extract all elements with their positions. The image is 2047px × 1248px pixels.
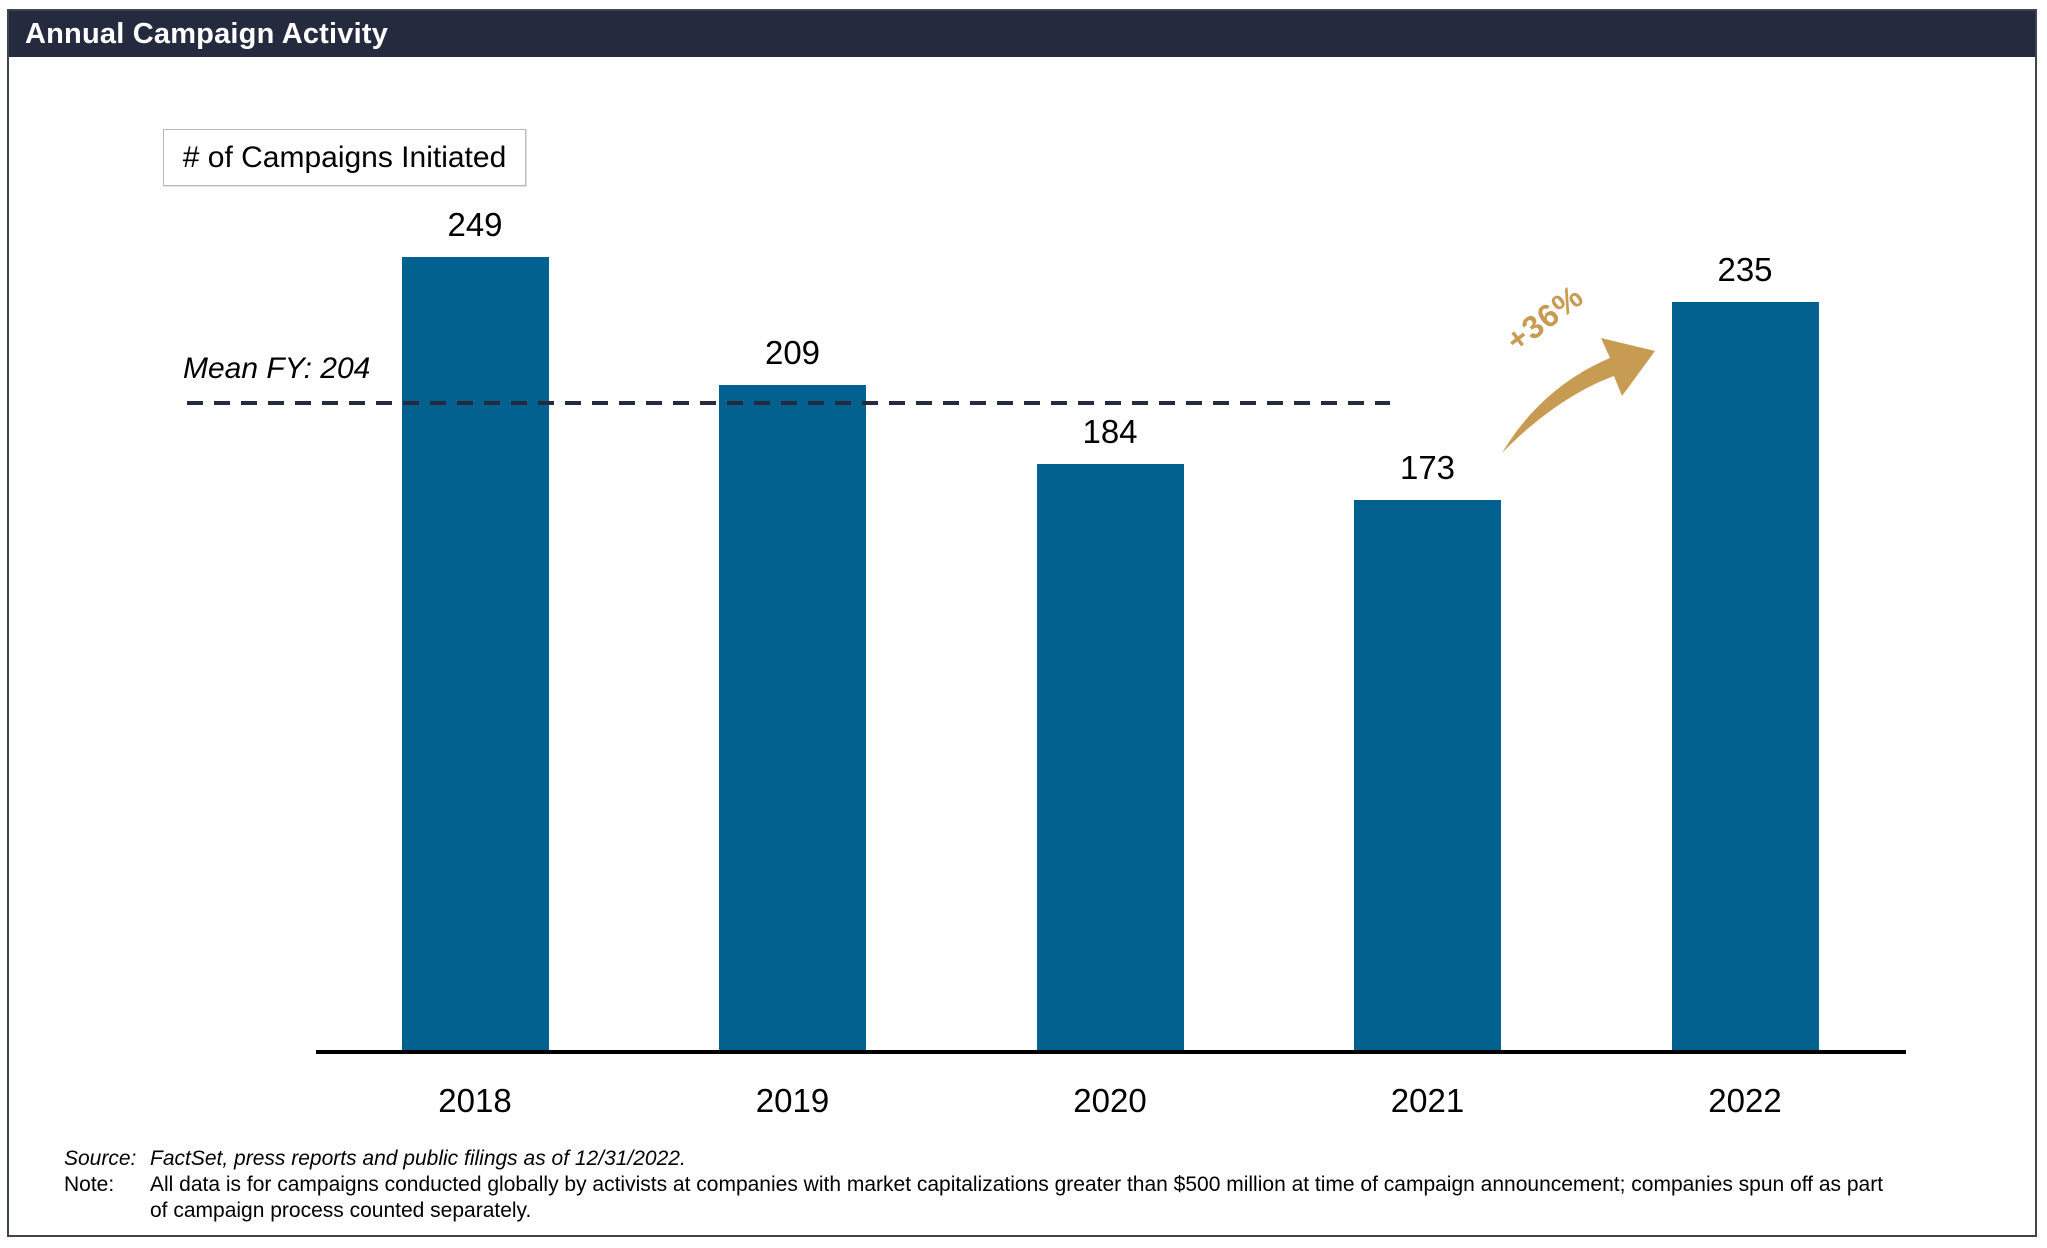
page-title: Annual Campaign Activity [25, 17, 389, 50]
title-bar: Annual Campaign Activity [9, 11, 2035, 57]
bar-2018 [401, 257, 549, 1052]
note-label: Note: [64, 1173, 115, 1196]
x-axis-label: 2022 [1708, 1082, 1782, 1119]
bar-value-label: 235 [1717, 251, 1773, 288]
legend-box: # of Campaigns Initiated [163, 129, 526, 186]
mean-line-label: Mean FY: 204 [183, 352, 371, 385]
bar-2019 [719, 385, 866, 1052]
bar-value-label: 184 [1082, 413, 1138, 450]
bar-value-label: 249 [447, 206, 503, 243]
note-text: All data is for campaigns conducted glob… [150, 1173, 1884, 1222]
bar-2022 [1671, 302, 1819, 1052]
bar-2020 [1036, 464, 1184, 1052]
x-axis-label: 2019 [755, 1082, 830, 1119]
x-axis-label: 2018 [438, 1082, 512, 1119]
bar-2021 [1354, 500, 1501, 1052]
legend-label: # of Campaigns Initiated [182, 140, 507, 174]
footnotes: Source: FactSet, press reports and publi… [64, 1146, 1894, 1224]
bar-value-label: 173 [1399, 449, 1456, 486]
x-axis-label: 2021 [1390, 1082, 1465, 1119]
x-axis-label: 2020 [1073, 1082, 1147, 1119]
mean-dashed-line [187, 401, 1390, 405]
bar-value-label: 209 [764, 334, 821, 371]
growth-arrow-icon [1502, 338, 1655, 453]
source-text: FactSet, press reports and public filing… [150, 1147, 686, 1170]
x-axis-line [316, 1050, 1906, 1054]
source-label: Source: [64, 1147, 137, 1170]
